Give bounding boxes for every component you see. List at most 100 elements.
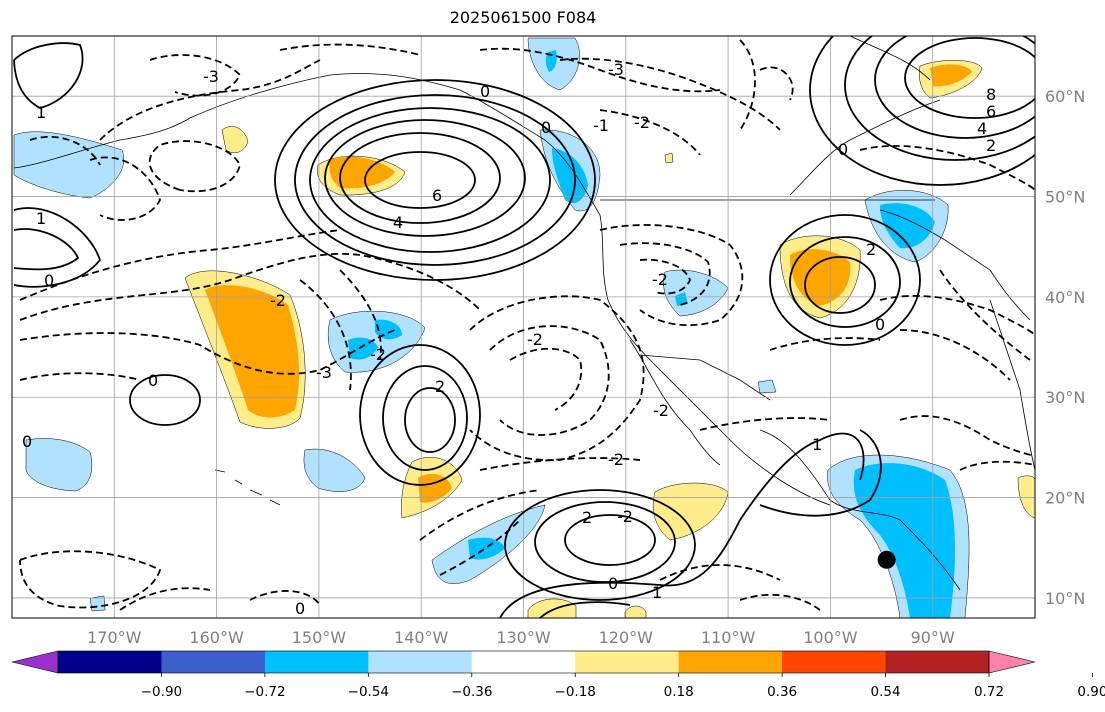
shade-light-yellow xyxy=(221,126,249,153)
storm-center-marker xyxy=(877,550,896,569)
contour-label: -2 xyxy=(608,450,624,469)
contour-label: -1 xyxy=(593,116,609,135)
contour-label: 0 xyxy=(875,315,885,334)
longitude-tick-label: 100°W xyxy=(803,628,858,647)
contour-dashed xyxy=(659,564,781,581)
colorbar-tick-label: 0.18 xyxy=(664,684,694,700)
coastline-hudson xyxy=(789,99,941,196)
contour-label: 0 xyxy=(608,574,618,593)
shade-blue xyxy=(552,148,588,204)
coastline-greenland xyxy=(849,36,931,81)
longitude-labels: 170°W 160°W 150°W 140°W 130°W 120°W 110°W 100°W… xyxy=(87,628,955,647)
border-us-mexico xyxy=(639,354,771,401)
contour-dashed xyxy=(19,229,341,301)
contour-dashed xyxy=(148,140,241,193)
contour-dashed xyxy=(879,294,1035,336)
latitude-tick-label: 50°N xyxy=(1045,188,1085,207)
contour-label: -2 xyxy=(617,507,633,526)
contour-lines xyxy=(13,36,1035,618)
contour-dashed xyxy=(19,550,162,609)
contour-dashed xyxy=(19,252,481,321)
contour-label: 8 xyxy=(986,85,996,104)
contour-dashed xyxy=(899,415,1035,457)
coastline-alaska xyxy=(13,73,601,216)
contour-lines-dashed xyxy=(19,39,1035,611)
coastline-west-north-america xyxy=(599,214,831,506)
shade-light-blue xyxy=(303,448,366,492)
shade-orange xyxy=(930,64,972,87)
contour-dashed xyxy=(299,279,352,391)
contour-label: 2 xyxy=(435,377,445,396)
contour-label: 4 xyxy=(977,119,987,138)
coastline-east-coast xyxy=(989,299,1035,471)
contour-label: 1 xyxy=(36,103,46,122)
contour-solid xyxy=(274,79,596,281)
contour-label: -3 xyxy=(316,363,332,382)
colorbar-segment xyxy=(575,651,680,673)
colorbar-tick-label: 0.90 xyxy=(1077,684,1105,700)
colorbar-extend-low xyxy=(11,650,59,674)
contour-dashed xyxy=(419,489,541,541)
contour-dashed xyxy=(639,258,691,295)
contour-dashed xyxy=(739,39,756,131)
shade-blue xyxy=(348,337,378,360)
shade-orange xyxy=(205,285,300,418)
contour-dashed xyxy=(489,325,610,436)
colorbar-segment xyxy=(264,651,369,673)
contour-label: -2 xyxy=(527,330,543,349)
contour-dashed xyxy=(339,269,382,361)
contour-dashed xyxy=(759,66,794,101)
contour-label: 2 xyxy=(986,136,996,155)
colorbar-segment xyxy=(471,651,576,673)
contour-label: 1 xyxy=(652,583,662,602)
contour-dashed xyxy=(959,460,1035,471)
colorbar-tick-label: 0.54 xyxy=(871,684,901,700)
contour-dashed xyxy=(599,109,701,156)
longitude-tick-label: 160°W xyxy=(189,628,244,647)
contour-solid xyxy=(804,256,876,314)
latitude-tick-label: 10°N xyxy=(1045,589,1085,608)
contour-dashed xyxy=(859,145,1035,191)
contour-label: 0 xyxy=(44,271,54,290)
contour-label: 6 xyxy=(432,186,442,205)
colorbar-tick-label: −0.72 xyxy=(244,684,285,700)
latitude-labels: 60°N 50°N 40°N 30°N 20°N 10°N xyxy=(1045,87,1085,608)
contour-solid xyxy=(382,365,468,471)
coastline-baja xyxy=(629,339,721,466)
longitude-tick-label: 120°W xyxy=(599,628,654,647)
contour-dashed xyxy=(559,57,781,131)
contour-solid xyxy=(499,432,865,618)
contour-solid xyxy=(324,119,526,237)
colorbar-tick-label: −0.36 xyxy=(451,684,492,700)
shade-light-yellow xyxy=(624,605,647,618)
longitude-tick-label: 170°W xyxy=(87,628,142,647)
contour-label: 0 xyxy=(148,371,158,390)
shade-blue xyxy=(468,537,505,560)
contour-dashed xyxy=(89,156,161,221)
longitude-tick-label: 150°W xyxy=(292,628,347,647)
contour-solid xyxy=(874,36,1035,139)
contour-solid xyxy=(564,514,656,566)
contour-dashed xyxy=(699,417,831,431)
contour-solid xyxy=(769,214,921,346)
contour-dashed xyxy=(99,59,321,141)
contour-solid xyxy=(359,344,481,486)
colorbar-segment xyxy=(885,651,990,673)
contour-dashed xyxy=(469,295,645,462)
contour-label-group: 6 4 0 0 -1 -2 -3 -3 8 6 4 2 0 2 0 -2 -2 … xyxy=(22,60,996,618)
longitude-tick-label: 110°W xyxy=(701,628,756,647)
coastline-hawaii xyxy=(214,469,281,506)
colorbar-outline xyxy=(57,650,990,674)
contour-label: -2 xyxy=(270,291,286,310)
colorbar-tick-label: 0.72 xyxy=(974,684,1004,700)
contour-label: -2 xyxy=(653,401,669,420)
contour-solid xyxy=(789,236,901,328)
shade-blue xyxy=(675,292,688,306)
shade-light-blue xyxy=(25,438,93,492)
shade-orange xyxy=(418,473,452,503)
colorbar-segment xyxy=(678,651,783,673)
colorbar-segment xyxy=(58,651,162,673)
contour-label: 2 xyxy=(866,240,876,259)
contour-label: -2 xyxy=(634,113,650,132)
